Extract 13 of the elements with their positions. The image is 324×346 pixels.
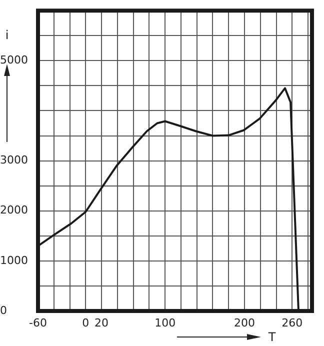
y-tick-label: 5000 — [0, 54, 28, 67]
y-tick-label: 0 — [0, 304, 7, 317]
x-tick-label: 100 — [154, 316, 176, 330]
x-tick-label: 200 — [234, 316, 255, 330]
x-tick-label: 260 — [282, 316, 303, 330]
x-tick-label: 20 — [94, 316, 109, 330]
y-tick-label: 1000 — [0, 254, 28, 267]
y-tick-label: 3000 — [0, 154, 28, 167]
y-axis-title: i — [5, 28, 9, 42]
y-tick-label: 2000 — [0, 204, 28, 217]
x-axis-title: T — [267, 330, 276, 344]
x-tick-label: 0 — [82, 316, 90, 330]
x-tick-label: -60 — [29, 316, 47, 330]
